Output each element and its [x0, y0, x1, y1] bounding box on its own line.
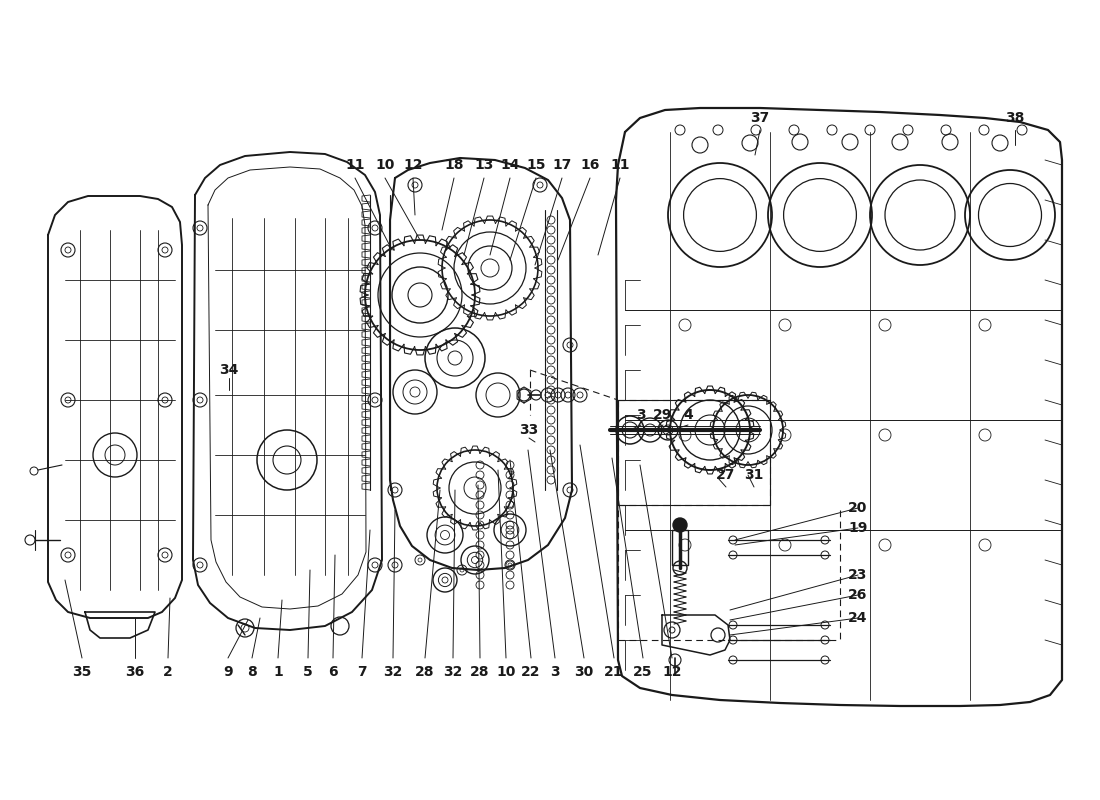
Text: 30: 30	[574, 665, 594, 679]
Text: 35: 35	[73, 665, 91, 679]
Text: 11: 11	[345, 158, 365, 172]
Text: 28: 28	[471, 665, 490, 679]
Text: 29: 29	[653, 408, 673, 422]
Text: 20: 20	[848, 501, 868, 515]
Text: 34: 34	[219, 363, 239, 377]
Text: 26: 26	[848, 588, 868, 602]
Text: 31: 31	[745, 468, 763, 482]
Text: 7: 7	[358, 665, 366, 679]
Text: 25: 25	[634, 665, 652, 679]
Text: 2: 2	[163, 665, 173, 679]
Text: 15: 15	[526, 158, 546, 172]
Text: 1: 1	[273, 665, 283, 679]
Text: 6: 6	[328, 665, 338, 679]
Text: 21: 21	[604, 665, 624, 679]
Text: 12: 12	[662, 665, 682, 679]
Text: 13: 13	[474, 158, 494, 172]
Text: 3: 3	[636, 408, 646, 422]
Text: 18: 18	[444, 158, 464, 172]
Text: 32: 32	[443, 665, 463, 679]
Text: 28: 28	[416, 665, 434, 679]
Text: 22: 22	[521, 665, 541, 679]
Text: 32: 32	[383, 665, 403, 679]
Text: 17: 17	[552, 158, 572, 172]
Text: 12: 12	[404, 158, 422, 172]
Text: 37: 37	[750, 111, 770, 125]
Text: 3: 3	[550, 665, 560, 679]
Text: 10: 10	[496, 665, 516, 679]
Text: 4: 4	[683, 408, 693, 422]
Text: 36: 36	[125, 665, 144, 679]
Text: 24: 24	[848, 611, 868, 625]
Text: 8: 8	[248, 665, 257, 679]
Circle shape	[673, 518, 688, 532]
Text: 27: 27	[716, 468, 736, 482]
Text: 19: 19	[848, 521, 868, 535]
Text: 11: 11	[610, 158, 629, 172]
Text: 5: 5	[304, 665, 312, 679]
Text: 14: 14	[500, 158, 519, 172]
Text: 33: 33	[519, 423, 539, 437]
Text: 10: 10	[375, 158, 395, 172]
Text: 16: 16	[581, 158, 600, 172]
Text: 38: 38	[1005, 111, 1025, 125]
Text: 23: 23	[848, 568, 868, 582]
Text: 9: 9	[223, 665, 233, 679]
